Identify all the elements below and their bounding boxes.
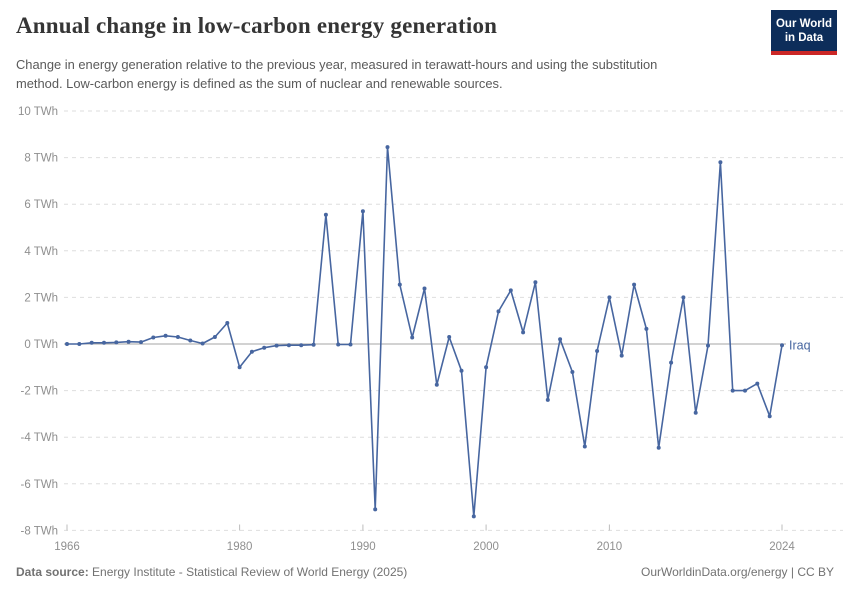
- data-point[interactable]: [151, 335, 156, 340]
- data-point[interactable]: [336, 342, 341, 347]
- x-axis-label: 1990: [350, 541, 376, 553]
- y-axis-label: 8 TWh: [24, 153, 58, 165]
- x-axis-label: 1980: [227, 541, 253, 553]
- data-point[interactable]: [139, 340, 143, 345]
- data-point[interactable]: [114, 340, 119, 345]
- owid-logo-line1: Our World: [775, 18, 832, 30]
- data-source-label: Data source:: [16, 565, 89, 579]
- x-axis-label: 2000: [473, 541, 499, 553]
- data-point[interactable]: [126, 339, 131, 344]
- data-point[interactable]: [767, 414, 772, 419]
- data-point[interactable]: [373, 507, 378, 512]
- data-line: [66, 146, 783, 518]
- data-point[interactable]: [237, 365, 242, 370]
- y-axis-label: -2 TWh: [21, 386, 59, 398]
- data-point[interactable]: [508, 288, 513, 293]
- credit-link[interactable]: OurWorldinData.org/energy | CC BY: [641, 565, 834, 579]
- data-point[interactable]: [619, 353, 624, 358]
- data-point[interactable]: [558, 337, 563, 342]
- data-point[interactable]: [422, 286, 427, 291]
- data-point[interactable]: [299, 343, 304, 348]
- data-point[interactable]: [89, 340, 94, 345]
- data-point[interactable]: [188, 338, 193, 343]
- data-point[interactable]: [65, 342, 69, 346]
- page-title: Annual change in low-carbon energy gener…: [16, 13, 498, 38]
- data-point[interactable]: [595, 349, 600, 353]
- data-point[interactable]: [521, 330, 526, 335]
- data-point[interactable]: [570, 370, 575, 374]
- data-point[interactable]: [102, 340, 106, 345]
- y-axis-label: 2 TWh: [24, 292, 58, 304]
- data-point[interactable]: [323, 212, 328, 217]
- owid-logo: Our World in Data: [771, 10, 837, 55]
- entity-label[interactable]: Iraq: [789, 339, 811, 353]
- data-point[interactable]: [693, 410, 698, 415]
- data-point[interactable]: [484, 365, 489, 370]
- x-axis-label: 2010: [597, 541, 623, 553]
- data-point[interactable]: [459, 368, 464, 373]
- data-point[interactable]: [632, 282, 637, 287]
- data-point[interactable]: [434, 382, 439, 387]
- data-point[interactable]: [200, 341, 205, 346]
- data-point[interactable]: [718, 160, 723, 165]
- data-point[interactable]: [743, 388, 747, 393]
- data-point[interactable]: [582, 444, 587, 449]
- data-point[interactable]: [175, 335, 180, 339]
- data-point[interactable]: [163, 333, 168, 338]
- y-axis-label: 6 TWh: [24, 199, 58, 211]
- data-point[interactable]: [397, 282, 402, 287]
- y-axis-label: -8 TWh: [21, 525, 59, 537]
- data-source-text: Energy Institute - Statistical Review of…: [88, 565, 408, 579]
- data-point[interactable]: [286, 343, 291, 348]
- data-point[interactable]: [225, 321, 230, 325]
- data-point[interactable]: [780, 343, 784, 348]
- chart-footer: Data source: Energy Institute - Statisti…: [16, 565, 834, 579]
- data-point[interactable]: [706, 343, 710, 348]
- data-source: Data source: Energy Institute - Statisti…: [16, 565, 407, 579]
- data-point[interactable]: [311, 342, 316, 347]
- chart-subtitle: Change in energy generation relative to …: [16, 57, 658, 92]
- data-point[interactable]: [274, 343, 279, 348]
- data-point[interactable]: [447, 335, 452, 339]
- data-point[interactable]: [755, 381, 760, 386]
- data-point[interactable]: [385, 145, 390, 150]
- x-axis-label: 2024: [769, 541, 795, 553]
- x-axis-label: 1966: [54, 541, 80, 553]
- data-point[interactable]: [669, 360, 674, 365]
- y-axis-label: -6 TWh: [21, 479, 59, 491]
- y-axis-label: 4 TWh: [24, 246, 58, 258]
- data-point[interactable]: [360, 209, 365, 214]
- data-point[interactable]: [644, 326, 649, 331]
- y-axis-label: 0 TWh: [24, 339, 58, 351]
- owid-logo-line2: in Data: [784, 32, 824, 44]
- data-point[interactable]: [496, 309, 501, 314]
- data-point[interactable]: [545, 397, 550, 402]
- y-axis-label: 10 TWh: [18, 106, 58, 118]
- data-point[interactable]: [607, 295, 612, 300]
- data-point[interactable]: [681, 295, 686, 300]
- data-point[interactable]: [77, 342, 82, 346]
- data-point[interactable]: [730, 388, 735, 393]
- data-point[interactable]: [410, 335, 415, 340]
- data-point[interactable]: [262, 345, 267, 350]
- data-point[interactable]: [656, 445, 661, 450]
- data-point[interactable]: [533, 280, 538, 285]
- data-point[interactable]: [212, 335, 217, 339]
- data-point[interactable]: [471, 514, 476, 519]
- y-axis-label: -4 TWh: [21, 432, 59, 444]
- data-point[interactable]: [348, 342, 353, 347]
- data-point[interactable]: [249, 349, 254, 354]
